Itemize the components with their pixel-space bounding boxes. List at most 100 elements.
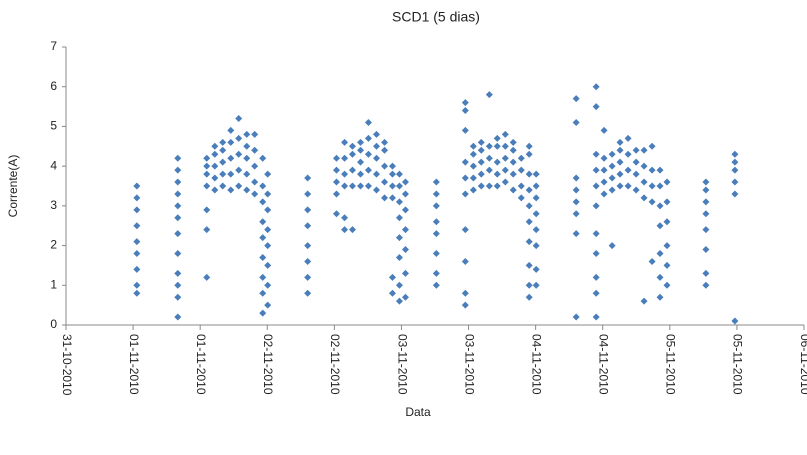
- data-point: [663, 261, 671, 269]
- data-point: [401, 226, 409, 234]
- data-point: [731, 178, 739, 186]
- data-point: [333, 190, 341, 198]
- data-point: [203, 154, 211, 162]
- data-point: [485, 166, 493, 174]
- data-point: [364, 182, 372, 190]
- data-point: [461, 107, 469, 115]
- data-point: [219, 158, 227, 166]
- chart-title: SCD1 (5 dias): [392, 9, 480, 25]
- data-point: [264, 190, 272, 198]
- data-point: [395, 214, 403, 222]
- data-point: [348, 226, 356, 234]
- data-point: [608, 186, 616, 194]
- data-point: [401, 190, 409, 198]
- data-point: [702, 246, 710, 254]
- data-point: [493, 182, 501, 190]
- data-point: [469, 174, 477, 182]
- data-point: [341, 214, 349, 222]
- data-point: [469, 162, 477, 170]
- data-point: [509, 158, 517, 166]
- data-point: [235, 150, 243, 158]
- data-point: [264, 301, 272, 309]
- data-point: [341, 226, 349, 234]
- data-point: [592, 202, 600, 210]
- data-point: [304, 257, 312, 265]
- data-point: [341, 170, 349, 178]
- data-point: [702, 186, 710, 194]
- data-point: [624, 182, 632, 190]
- data-point: [251, 146, 259, 154]
- data-point: [624, 150, 632, 158]
- data-point: [395, 182, 403, 190]
- data-point: [616, 182, 624, 190]
- data-point: [461, 174, 469, 182]
- data-point: [432, 178, 440, 186]
- data-point: [357, 138, 365, 146]
- y-tick-label: 2: [50, 238, 57, 252]
- data-point: [485, 154, 493, 162]
- data-point: [364, 150, 372, 158]
- data-point: [211, 142, 219, 150]
- data-point: [381, 146, 389, 154]
- data-point: [174, 250, 182, 258]
- y-tick-label: 4: [50, 158, 57, 172]
- data-point: [525, 170, 533, 178]
- data-point: [174, 154, 182, 162]
- data-point: [333, 166, 341, 174]
- data-point: [493, 134, 501, 142]
- data-point: [509, 138, 517, 146]
- data-point: [485, 91, 493, 99]
- data-point: [663, 281, 671, 289]
- data-point: [572, 313, 580, 321]
- data-point: [656, 166, 664, 174]
- data-point: [532, 194, 540, 202]
- data-point: [648, 182, 656, 190]
- data-point: [477, 158, 485, 166]
- x-tick-label: 02-11-2010: [261, 334, 275, 395]
- data-point: [525, 142, 533, 150]
- data-point: [259, 253, 267, 261]
- y-axis-label: Corrente(A): [6, 155, 20, 218]
- data-point: [648, 166, 656, 174]
- data-point: [525, 293, 533, 301]
- data-point: [432, 230, 440, 238]
- data-point: [592, 182, 600, 190]
- data-point: [592, 103, 600, 111]
- data-point: [395, 281, 403, 289]
- data-point: [357, 170, 365, 178]
- data-point: [333, 178, 341, 186]
- data-point: [372, 154, 380, 162]
- data-point: [259, 289, 267, 297]
- data-point: [259, 182, 267, 190]
- data-point: [525, 238, 533, 246]
- data-point: [401, 293, 409, 301]
- data-point: [493, 170, 501, 178]
- data-point: [648, 142, 656, 150]
- data-point: [432, 281, 440, 289]
- data-point: [477, 182, 485, 190]
- data-point: [174, 281, 182, 289]
- data-point: [461, 289, 469, 297]
- x-tick-label: 06-11-2010: [798, 334, 807, 395]
- data-point: [348, 182, 356, 190]
- data-point: [731, 150, 739, 158]
- data-point: [485, 142, 493, 150]
- data-point: [632, 186, 640, 194]
- data-point: [251, 130, 259, 138]
- data-point: [517, 154, 525, 162]
- data-point: [251, 190, 259, 198]
- x-tick-label: 04-11-2010: [529, 334, 543, 395]
- data-point: [608, 150, 616, 158]
- data-point: [264, 281, 272, 289]
- x-tick-label: 01-11-2010: [127, 334, 141, 395]
- data-point: [461, 190, 469, 198]
- data-point: [235, 134, 243, 142]
- data-point: [572, 174, 580, 182]
- data-point: [264, 206, 272, 214]
- data-point: [235, 182, 243, 190]
- data-point: [509, 170, 517, 178]
- data-point: [133, 222, 141, 230]
- x-tick-label: 03-11-2010: [462, 334, 476, 395]
- data-point: [572, 198, 580, 206]
- data-point: [372, 170, 380, 178]
